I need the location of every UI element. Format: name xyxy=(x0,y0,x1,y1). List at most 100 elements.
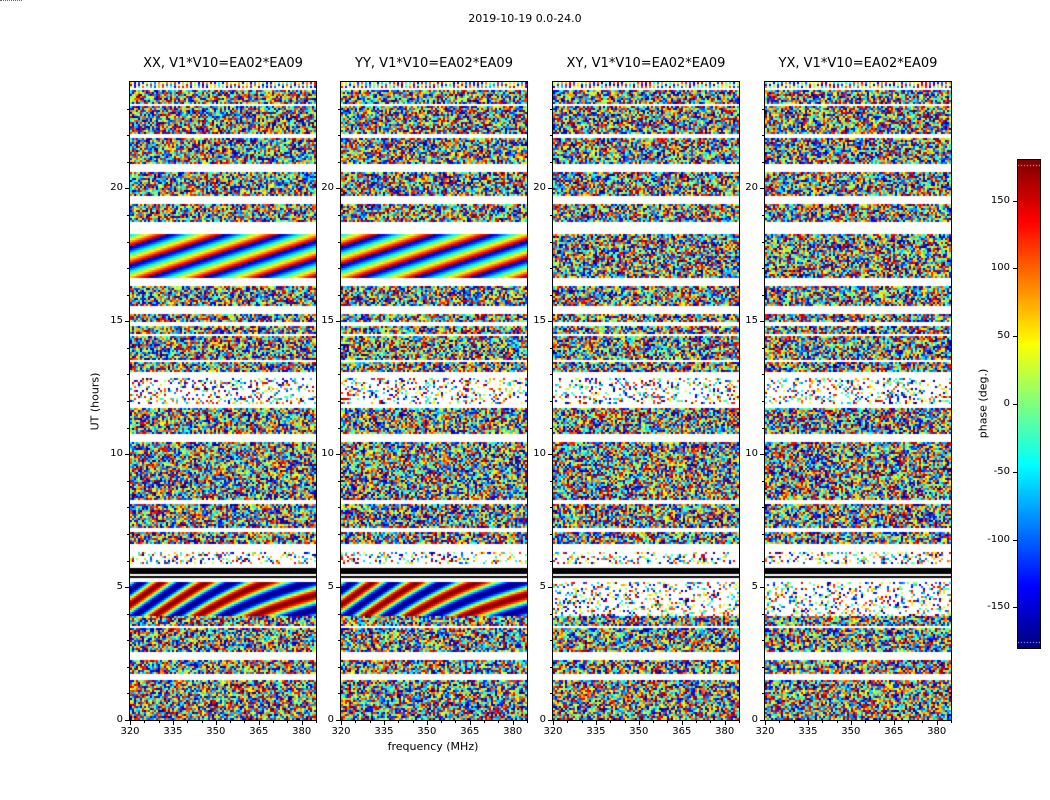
y-tick xyxy=(760,321,764,323)
y-tick xyxy=(336,587,340,589)
panel-title-YY: YY, V1*V10=EA02*EA09 xyxy=(355,56,513,71)
y-minor-tick xyxy=(550,613,552,615)
y-minor-tick xyxy=(338,241,340,243)
y-minor-tick xyxy=(338,613,340,615)
y-tick xyxy=(125,720,129,721)
y-minor-tick xyxy=(127,241,129,243)
colorbar-tick-label: 150 xyxy=(990,194,1010,206)
x-tick xyxy=(724,721,726,725)
x-tick xyxy=(893,721,895,725)
y-tick-label: 15 xyxy=(533,315,546,327)
x-tick xyxy=(765,721,766,725)
x-tick xyxy=(595,721,597,725)
x-tick xyxy=(172,721,174,725)
x-tick-label: 365 xyxy=(884,726,904,737)
x-tick-label: 365 xyxy=(249,726,269,737)
colorbar-tick-label: -150 xyxy=(987,601,1010,613)
y-tick-label: 10 xyxy=(745,448,758,460)
x-tick-label: 350 xyxy=(417,726,437,737)
y-tick xyxy=(336,188,340,190)
colorbar-tick-label: -100 xyxy=(987,533,1010,545)
x-minor-tick xyxy=(696,721,698,723)
y-minor-tick xyxy=(338,507,340,509)
y-minor-tick xyxy=(338,480,340,482)
y-minor-tick xyxy=(127,161,129,163)
x-tick-label: 335 xyxy=(163,726,183,737)
y-minor-tick xyxy=(550,666,552,668)
y-tick-label: 10 xyxy=(533,448,546,460)
x-tick xyxy=(512,721,514,725)
colorbar-tick-label: 0 xyxy=(1003,398,1010,409)
y-minor-tick xyxy=(127,507,129,509)
colorbar-tick xyxy=(1013,336,1017,338)
heatmap-panel-YY xyxy=(340,81,528,721)
y-tick-label: 0 xyxy=(327,714,334,725)
colorbar-tick xyxy=(1013,539,1017,541)
y-minor-tick xyxy=(338,108,340,110)
heatmap-panel-YX xyxy=(764,81,952,721)
x-minor-tick xyxy=(667,721,669,723)
y-minor-tick xyxy=(762,241,764,243)
y-minor-tick xyxy=(127,427,129,429)
x-tick-label: 380 xyxy=(927,726,947,737)
x-minor-tick xyxy=(822,721,824,723)
colorbar-tick-label: 100 xyxy=(990,262,1010,274)
x-tick xyxy=(130,721,131,725)
y-minor-tick xyxy=(127,268,129,270)
y-minor-tick xyxy=(762,613,764,615)
x-tick xyxy=(681,721,683,725)
y-minor-tick xyxy=(127,347,129,349)
heatmap-panel-XX xyxy=(129,81,317,721)
y-tick xyxy=(548,454,552,456)
x-tick-label: 365 xyxy=(672,726,692,737)
y-minor-tick xyxy=(550,640,552,642)
x-tick-label: 335 xyxy=(798,726,818,737)
colorbar-tick-label: 50 xyxy=(997,330,1010,342)
y-minor-tick xyxy=(127,666,129,668)
phase-heatmap-YX xyxy=(765,82,951,720)
y-minor-tick xyxy=(550,693,552,695)
y-tick-label: 5 xyxy=(327,581,334,593)
y-minor-tick xyxy=(762,374,764,376)
x-tick-label: 335 xyxy=(586,726,606,737)
y-minor-tick xyxy=(762,214,764,216)
y-minor-tick xyxy=(338,533,340,535)
phase-heatmap-XX xyxy=(130,82,316,720)
y-minor-tick xyxy=(550,161,552,163)
x-minor-tick xyxy=(610,721,612,723)
x-tick-label: 320 xyxy=(543,726,563,737)
x-minor-tick xyxy=(793,721,795,723)
x-minor-tick xyxy=(951,721,952,723)
panel-title-XX: XX, V1*V10=EA02*EA09 xyxy=(143,56,303,71)
y-minor-tick xyxy=(127,480,129,482)
x-minor-tick xyxy=(567,721,569,723)
y-tick-label: 5 xyxy=(539,581,546,593)
phase-heatmap-YY xyxy=(341,82,527,720)
y-minor-tick xyxy=(550,268,552,270)
colorbar-underflow-dots xyxy=(0,0,22,1)
x-minor-tick xyxy=(879,721,881,723)
y-minor-tick xyxy=(127,294,129,296)
y-minor-tick xyxy=(127,560,129,562)
y-minor-tick xyxy=(550,347,552,349)
x-minor-tick xyxy=(865,721,867,723)
x-tick xyxy=(341,721,342,725)
y-minor-tick xyxy=(550,560,552,562)
x-minor-tick xyxy=(710,721,712,723)
y-tick-label: 10 xyxy=(110,448,123,460)
y-minor-tick xyxy=(127,374,129,376)
x-tick xyxy=(553,721,554,725)
y-tick-label: 20 xyxy=(745,182,758,194)
x-minor-tick xyxy=(369,721,371,723)
x-minor-tick xyxy=(581,721,583,723)
y-minor-tick xyxy=(127,214,129,216)
x-tick-label: 365 xyxy=(460,726,480,737)
x-tick xyxy=(850,721,852,725)
x-tick xyxy=(215,721,217,725)
y-minor-tick xyxy=(762,427,764,429)
x-minor-tick xyxy=(158,721,160,723)
y-minor-tick xyxy=(762,693,764,695)
y-minor-tick xyxy=(338,135,340,137)
y-minor-tick xyxy=(550,241,552,243)
